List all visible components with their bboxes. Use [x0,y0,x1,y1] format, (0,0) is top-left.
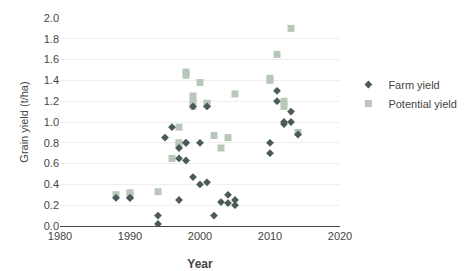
svg-text:Potential yield: Potential yield [388,98,457,110]
svg-text:0.0: 0.0 [44,220,59,232]
svg-text:Farm yield: Farm yield [388,79,439,91]
svg-text:1.0: 1.0 [44,116,59,128]
svg-text:0.4: 0.4 [44,178,59,190]
svg-text:1.6: 1.6 [44,53,59,65]
svg-text:0.8: 0.8 [44,137,59,149]
svg-text:2020: 2020 [328,230,352,242]
svg-text:1980: 1980 [48,230,72,242]
svg-text:1990: 1990 [118,230,142,242]
svg-text:1.4: 1.4 [44,74,59,86]
svg-text:0.6: 0.6 [44,157,59,169]
svg-text:0.2: 0.2 [44,199,59,211]
svg-text:Grain yield (t/ha): Grain yield (t/ha) [18,81,30,162]
svg-text:2000: 2000 [188,230,212,242]
svg-text:Year: Year [187,257,213,271]
svg-text:2.0: 2.0 [44,12,59,24]
svg-text:2010: 2010 [258,230,282,242]
svg-text:1.8: 1.8 [44,33,59,45]
svg-text:1.2: 1.2 [44,95,59,107]
